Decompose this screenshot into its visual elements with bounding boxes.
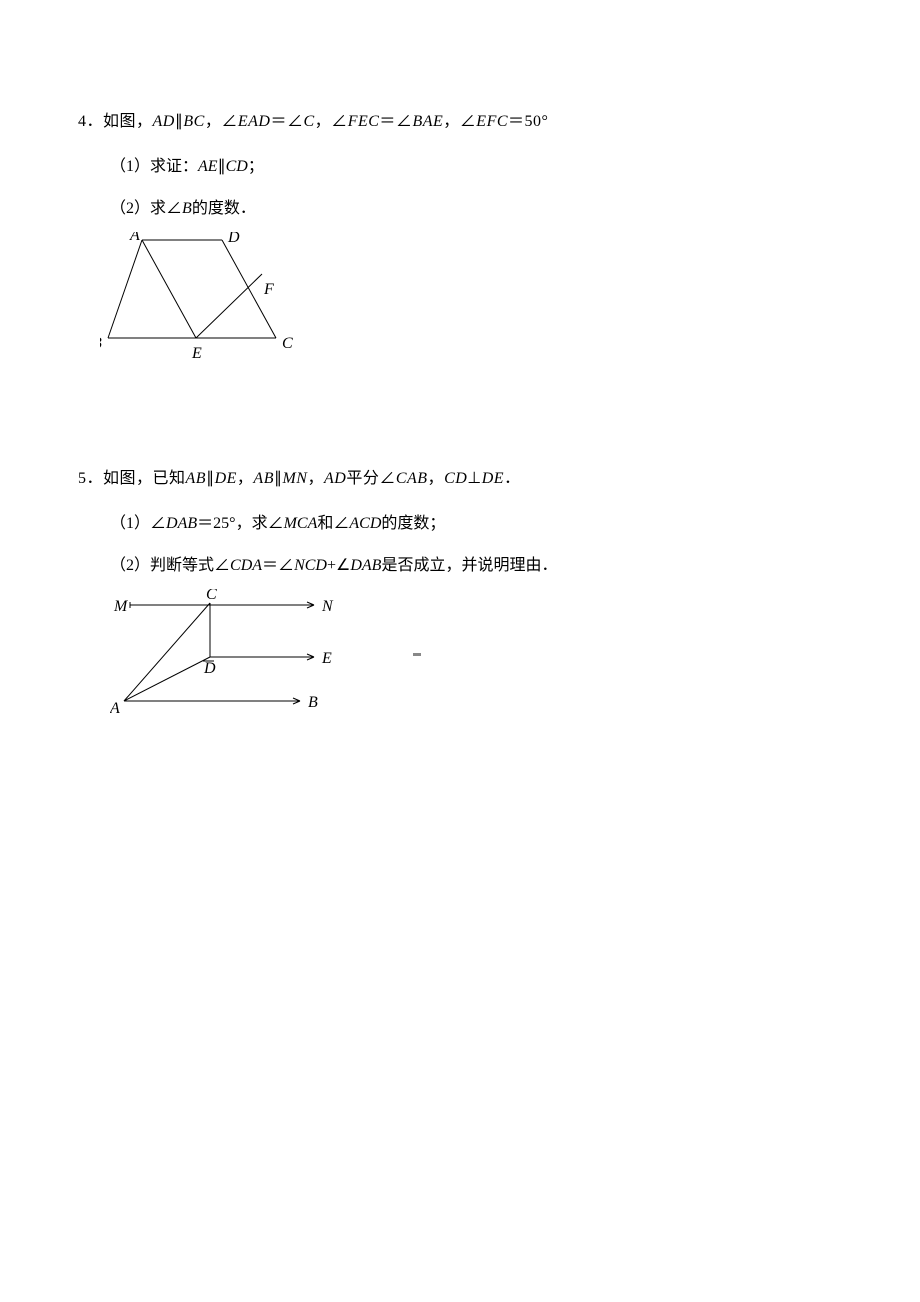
problem-number: 5．: [78, 470, 103, 487]
op: ∥: [206, 470, 215, 487]
problem-number: 4．: [78, 113, 103, 130]
text: 求∠: [150, 200, 182, 217]
var: AD: [153, 113, 175, 130]
angle: ∠: [221, 113, 238, 130]
svg-text:C: C: [206, 589, 217, 603]
var: CD: [444, 470, 467, 487]
eq: ＝: [379, 113, 396, 130]
part-num: （1）: [110, 515, 150, 532]
text: 的度数．: [192, 200, 256, 217]
var: DE: [215, 470, 237, 487]
val: 50°: [525, 113, 549, 130]
end: ；: [248, 158, 264, 175]
svg-text:F: F: [263, 281, 274, 298]
op: ∥: [218, 158, 226, 175]
var: EFC: [476, 113, 508, 130]
sep: ，: [307, 470, 324, 487]
angle: ∠: [150, 515, 166, 532]
sep: ，: [428, 470, 445, 487]
text: 平分∠: [346, 470, 396, 487]
svg-text:E: E: [191, 345, 202, 362]
var: MCA: [284, 515, 318, 532]
var: AE: [198, 158, 218, 175]
svg-text:N: N: [321, 598, 334, 615]
var: EAD: [238, 113, 271, 130]
angle: ∠: [396, 113, 413, 130]
var: B: [182, 200, 192, 217]
var: DAB: [350, 557, 381, 574]
problem-4-part1: （1）求证：AE∥CD；: [78, 152, 920, 176]
var: MN: [282, 470, 307, 487]
problem-4-part2: （2）求∠B的度数．: [78, 194, 920, 218]
var: BC: [183, 113, 204, 130]
eq: ＝: [197, 515, 213, 532]
svg-text:M: M: [113, 598, 129, 615]
var: FEC: [348, 113, 380, 130]
problem-4-stem: 4．如图，AD∥BC，∠EAD＝∠C，∠FEC＝∠BAE，∠EFC＝50°: [78, 110, 920, 134]
problem-5-stem: 5．如图，已知AB∥DE，AB∥MN，AD平分∠CAB，CD⊥DE．: [78, 467, 920, 491]
var: CD: [226, 158, 248, 175]
angle: ∠: [278, 557, 294, 574]
var: BAE: [412, 113, 443, 130]
plus: +∠: [327, 557, 350, 574]
var: CDA: [230, 557, 262, 574]
op: ⊥: [467, 470, 481, 487]
figure-svg: M C N D E A B: [110, 589, 340, 729]
text: 的度数；: [381, 515, 445, 532]
svg-text:C: C: [282, 335, 293, 352]
part-num: （1）: [110, 158, 150, 175]
var: ACD: [349, 515, 381, 532]
page-marker: [413, 653, 421, 656]
text: 是否成立，并说明理由．: [381, 557, 557, 574]
problem-5: 5．如图，已知AB∥DE，AB∥MN，AD平分∠CAB，CD⊥DE． （1）∠D…: [78, 467, 920, 734]
var: DAB: [166, 515, 197, 532]
problem-5-figure: M C N D E A B: [110, 589, 920, 734]
svg-text:D: D: [203, 660, 216, 677]
stem-text: 如图，: [103, 113, 153, 130]
eq: ＝: [270, 113, 287, 130]
angle: ∠: [287, 113, 304, 130]
text: ，求∠: [236, 515, 284, 532]
var: CAB: [396, 470, 428, 487]
svg-text:E: E: [321, 650, 332, 667]
svg-text:B: B: [308, 694, 318, 711]
eq: ＝: [262, 557, 278, 574]
sep: ，: [443, 113, 460, 130]
val: 25°: [213, 515, 235, 532]
var: C: [303, 113, 314, 130]
svg-text:A: A: [110, 700, 120, 717]
text: 和∠: [317, 515, 349, 532]
part-num: （2）: [110, 200, 150, 217]
text: 求证：: [150, 158, 198, 175]
angle: ∠: [460, 113, 477, 130]
sep: ，: [315, 113, 332, 130]
end: ．: [504, 470, 521, 487]
problem-5-part2: （2）判断等式∠CDA＝∠NCD+∠DAB是否成立，并说明理由．: [78, 551, 920, 575]
sep: ，: [205, 113, 222, 130]
svg-text:D: D: [227, 232, 240, 246]
problem-4-figure: A D B E C F: [100, 232, 920, 377]
var: AB: [253, 470, 274, 487]
svg-text:B: B: [100, 335, 102, 352]
part-num: （2）: [110, 557, 150, 574]
problem-5-part1: （1）∠DAB＝25°，求∠MCA和∠ACD的度数；: [78, 509, 920, 533]
text: 判断等式∠: [150, 557, 230, 574]
angle: ∠: [331, 113, 348, 130]
var: AB: [186, 470, 207, 487]
svg-text:A: A: [129, 232, 140, 244]
var: NCD: [294, 557, 327, 574]
sep: ，: [237, 470, 254, 487]
figure-svg: A D B E C F: [100, 232, 310, 372]
text: 如图，已知: [103, 470, 186, 487]
problem-4: 4．如图，AD∥BC，∠EAD＝∠C，∠FEC＝∠BAE，∠EFC＝50° （1…: [78, 110, 920, 377]
var: AD: [324, 470, 346, 487]
eq: ＝: [508, 113, 525, 130]
var: DE: [482, 470, 504, 487]
